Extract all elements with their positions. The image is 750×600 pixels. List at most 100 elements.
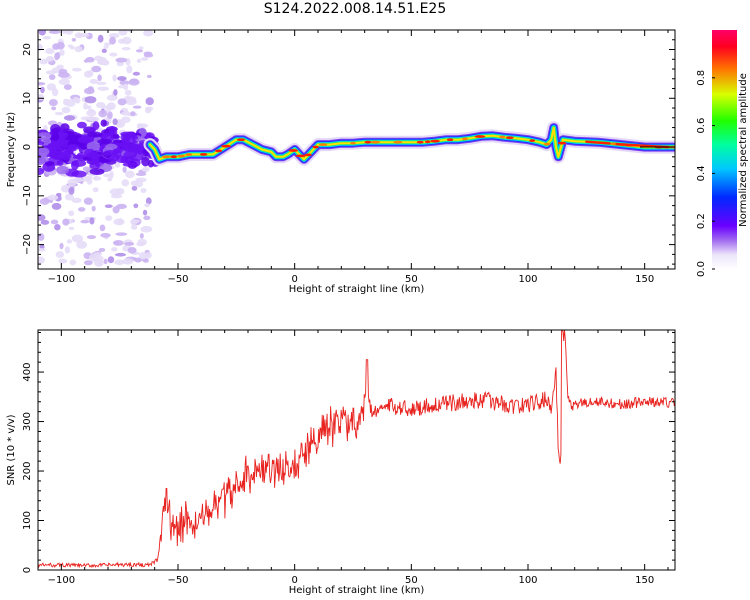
noise-core-blob xyxy=(77,136,93,144)
noise-core-blob xyxy=(38,167,45,176)
noise-blob xyxy=(130,219,141,223)
colorbar xyxy=(712,30,737,269)
spectrogram-x-tick-label: 50 xyxy=(405,274,418,285)
ridge-peak xyxy=(462,137,468,141)
noise-core-blob xyxy=(105,143,118,150)
ridge-peak xyxy=(393,140,403,144)
snr-x-tick-label: 100 xyxy=(518,575,537,586)
noise-blob xyxy=(71,37,77,42)
noise-blob xyxy=(122,258,134,265)
noise-blob xyxy=(98,247,106,252)
spectrogram-x-axis-label: Height of straight line (km) xyxy=(289,284,425,295)
ridge-peak xyxy=(199,152,208,156)
ridge-peak xyxy=(304,153,312,157)
noise-blob xyxy=(78,33,90,38)
snr-y-tick-label: 200 xyxy=(22,461,33,480)
noise-blob xyxy=(103,258,108,265)
ridge-peak xyxy=(505,136,514,140)
noise-blob xyxy=(109,170,114,179)
noise-core-blob xyxy=(123,151,137,159)
noise-blob xyxy=(135,49,144,53)
noise-blob xyxy=(116,61,124,67)
noise-blob xyxy=(89,217,95,225)
noise-blob xyxy=(82,175,93,180)
noise-blob xyxy=(139,233,144,239)
spectrogram-y-tick-label: 10 xyxy=(22,92,33,105)
noise-blob xyxy=(92,176,102,181)
noise-core-blob xyxy=(68,144,80,150)
noise-blob xyxy=(66,239,73,244)
snr-x-tick-label: −50 xyxy=(167,575,188,586)
figure-title: S124.2022.008.14.51.E25 xyxy=(263,1,447,17)
noise-blob xyxy=(117,85,126,89)
noise-blob xyxy=(112,118,118,126)
snr-line xyxy=(38,330,675,569)
noise-blob xyxy=(65,99,76,107)
ridge-peak xyxy=(529,139,536,143)
noise-core-blob xyxy=(38,132,52,140)
spectrogram-x-tick-label: −50 xyxy=(167,274,188,285)
noise-blob xyxy=(98,109,108,118)
noise-blob xyxy=(68,226,75,231)
noise-blob xyxy=(92,187,99,193)
noise-blob xyxy=(111,193,123,199)
noise-blob xyxy=(83,197,93,205)
noise-blob xyxy=(128,78,140,86)
noise-blob xyxy=(73,177,83,183)
noise-blob xyxy=(112,74,117,82)
ridge-peak xyxy=(499,135,506,139)
noise-blob xyxy=(87,70,94,77)
ridge-peak xyxy=(214,149,223,153)
noise-core-blob xyxy=(38,141,45,146)
noise-blob xyxy=(114,161,121,168)
colorbar-tick-label: 0.6 xyxy=(696,118,707,134)
snr-x-axis-label: Height of straight line (km) xyxy=(289,585,425,596)
ridge-peak xyxy=(446,138,454,142)
noise-blob xyxy=(88,108,94,113)
noise-blob xyxy=(130,224,138,230)
noise-blob xyxy=(146,74,152,79)
ridge-peak xyxy=(312,145,319,149)
noise-blob xyxy=(42,36,52,40)
noise-blob xyxy=(38,93,44,101)
noise-blob xyxy=(103,42,112,46)
noise-blob xyxy=(109,52,118,57)
colorbar-tick-label: 0.8 xyxy=(696,70,707,86)
noise-blob xyxy=(124,89,132,96)
noise-blob xyxy=(115,232,128,236)
colorbar-tick-label: 0.2 xyxy=(696,213,707,229)
noise-blob xyxy=(48,74,56,80)
noise-blob xyxy=(121,47,131,51)
noise-blob xyxy=(80,219,90,224)
noise-blob xyxy=(114,259,125,265)
noise-blob xyxy=(112,206,120,214)
noise-blob xyxy=(56,64,64,70)
noise-blob xyxy=(143,51,153,56)
noise-blob xyxy=(121,111,131,116)
noise-blob xyxy=(40,86,45,94)
noise-blob xyxy=(138,46,144,50)
noise-blob xyxy=(74,45,83,53)
spectrogram-x-tick-label: 150 xyxy=(635,274,654,285)
noise-blob xyxy=(101,59,110,66)
snr-y-tick-label: 0 xyxy=(22,567,33,573)
noise-blob xyxy=(83,59,89,63)
noise-core-blob xyxy=(126,143,140,153)
noise-core-blob xyxy=(56,165,70,175)
noise-blob xyxy=(76,240,88,249)
noise-blob xyxy=(111,247,118,252)
noise-blob xyxy=(105,215,113,221)
noise-core-blob xyxy=(87,131,103,138)
noise-blob xyxy=(56,41,65,50)
noise-blob xyxy=(71,234,84,243)
noise-blob xyxy=(135,177,147,183)
noise-blob xyxy=(83,260,93,266)
noise-blob xyxy=(91,65,102,73)
ridge-peak xyxy=(318,143,328,147)
noise-blob xyxy=(67,44,73,48)
ridge-peak xyxy=(295,154,306,158)
noise-core-blob xyxy=(89,168,105,176)
ridge-peak xyxy=(236,138,246,142)
noise-blob xyxy=(107,177,113,182)
noise-blob xyxy=(48,98,58,107)
